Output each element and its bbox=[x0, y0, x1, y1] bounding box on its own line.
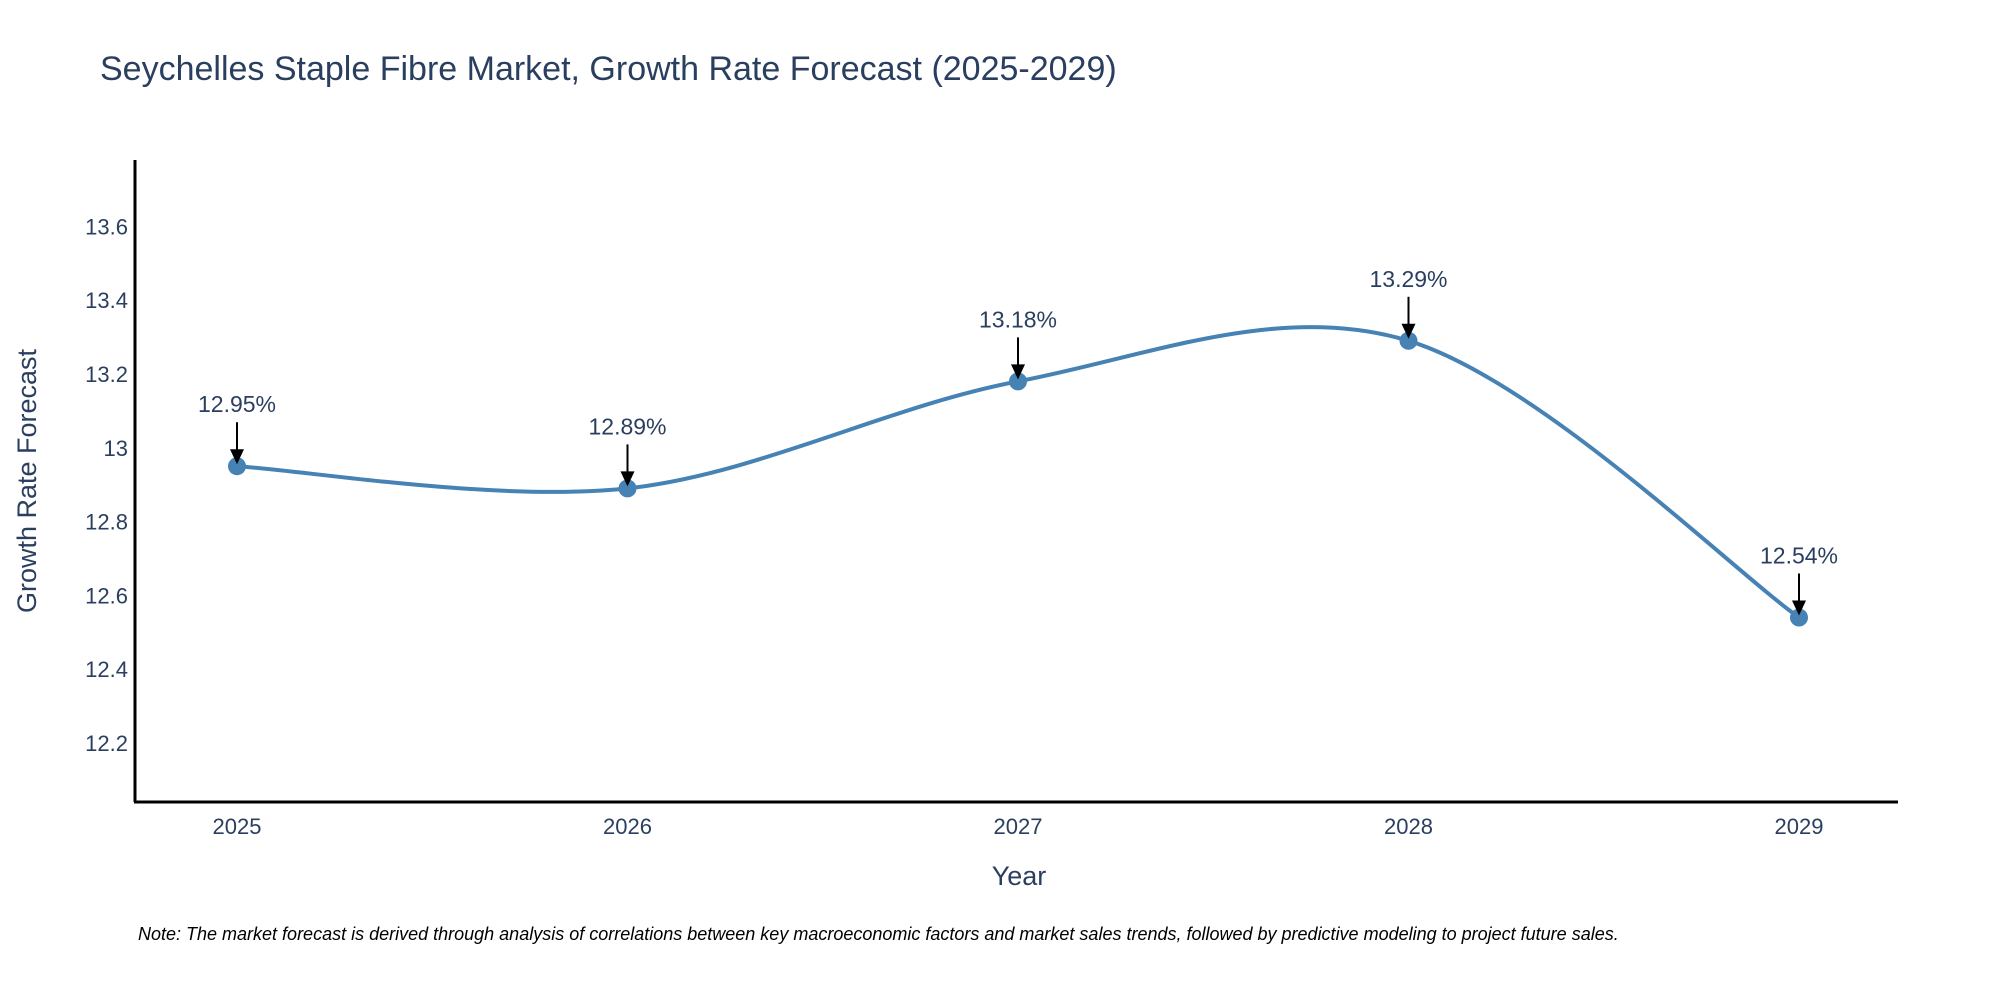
annotation-arrow-head bbox=[1792, 600, 1806, 616]
data-label: 12.89% bbox=[588, 413, 666, 439]
data-point[interactable] bbox=[228, 457, 246, 476]
data-point[interactable] bbox=[1009, 372, 1027, 391]
x-axis-title: Year bbox=[992, 861, 1047, 891]
series-line bbox=[236, 325, 1801, 620]
data-point[interactable] bbox=[1790, 608, 1808, 627]
x-axis: 2025 2026 2027 2028 2029 bbox=[134, 800, 1898, 839]
annotation-arrow-head bbox=[620, 471, 635, 487]
data-label: 13.29% bbox=[1369, 266, 1447, 292]
y-tick-label: 12.4 bbox=[85, 657, 128, 682]
chart-title: Seychelles Staple Fibre Market, Growth R… bbox=[100, 50, 1117, 88]
annotation-arrow-head bbox=[1011, 364, 1025, 380]
y-axis-title: Growth Rate Forecast bbox=[12, 348, 42, 613]
data-point[interactable] bbox=[1399, 331, 1418, 350]
data-label: 12.54% bbox=[1760, 543, 1838, 569]
x-tick-label: 2026 bbox=[603, 814, 652, 839]
chart-note: Note: The market forecast is derived thr… bbox=[138, 924, 1619, 944]
x-tick-labels: 2025 2026 2027 2028 2029 bbox=[213, 814, 1824, 839]
annotation-arrow-head bbox=[1401, 323, 1416, 339]
series-growth-rate bbox=[228, 325, 1808, 627]
data-label: 13.18% bbox=[979, 306, 1057, 332]
y-tick-label: 13.4 bbox=[85, 288, 128, 313]
y-tick-label: 13 bbox=[104, 436, 128, 461]
x-tick-label: 2027 bbox=[994, 814, 1043, 839]
data-label: 12.95% bbox=[198, 391, 276, 417]
y-tick-label: 12.2 bbox=[85, 731, 128, 756]
data-annotations: 12.95% 12.89% 13.18% 13.29% 12.54% bbox=[198, 266, 1838, 616]
y-tick-label: 12.6 bbox=[85, 583, 128, 608]
y-tick-label: 12.8 bbox=[85, 510, 128, 535]
x-tick-label: 2029 bbox=[1775, 814, 1824, 839]
y-tick-label: 13.6 bbox=[85, 214, 128, 239]
annotation-arrow-head bbox=[230, 449, 244, 465]
x-tick-label: 2025 bbox=[213, 814, 262, 839]
x-tick-label: 2028 bbox=[1384, 814, 1433, 839]
data-point[interactable] bbox=[618, 479, 637, 498]
y-tick-label: 13.2 bbox=[85, 362, 128, 387]
y-axis: 12.2 12.4 12.6 12.8 13 13.2 13.4 13.6 bbox=[85, 160, 137, 802]
y-tick-labels: 12.2 12.4 12.6 12.8 13 13.2 13.4 13.6 bbox=[85, 214, 128, 756]
